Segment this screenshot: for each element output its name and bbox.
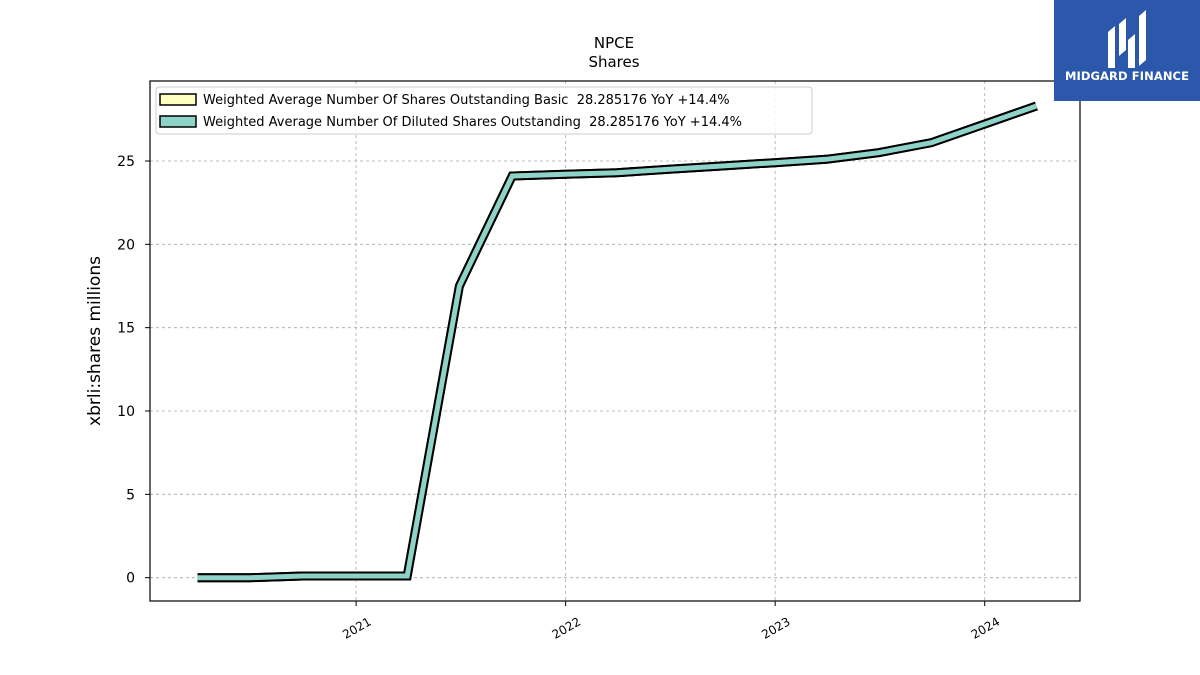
y-tick-label: 10 [117,404,135,420]
midgard-finance-logo-icon [1108,10,1146,68]
chart-subtitle: Shares [588,53,639,71]
x-tick-label: 2022 [550,614,583,641]
y-tick-label: 15 [117,321,135,337]
legend: Weighted Average Number Of Shares Outsta… [155,86,813,135]
x-tick-label: 2024 [969,614,1002,641]
x-tick-label: 2023 [759,614,792,641]
chart-title: NPCE [594,34,634,52]
plot-frame [149,80,1081,602]
series-outline-1 [197,101,1038,583]
series-layer [197,101,1038,583]
y-tick-label: 20 [117,237,135,253]
legend-box [155,86,813,135]
legend-label-basic: Weighted Average Number Of Shares Outsta… [203,93,730,108]
y-tick-label: 5 [126,487,135,503]
x-tick-label: 2021 [340,614,373,641]
grid-lines [150,81,1080,601]
y-axis-label: xbrli:shares millions [85,256,105,426]
legend-swatch-basic [159,93,197,106]
y-tick-label: 0 [126,571,135,587]
axis-ticks: 0 5 10 15 20 25 2021 2022 2023 2024 [117,154,1002,642]
brand-logo: MIDGARD FINANCE [1054,0,1200,101]
legend-label-diluted: Weighted Average Number Of Diluted Share… [203,115,742,130]
brand-name: MIDGARD FINANCE [1064,69,1190,83]
series-line-1 [197,103,1038,581]
y-tick-label: 25 [117,154,135,170]
legend-swatch-diluted [159,115,197,128]
